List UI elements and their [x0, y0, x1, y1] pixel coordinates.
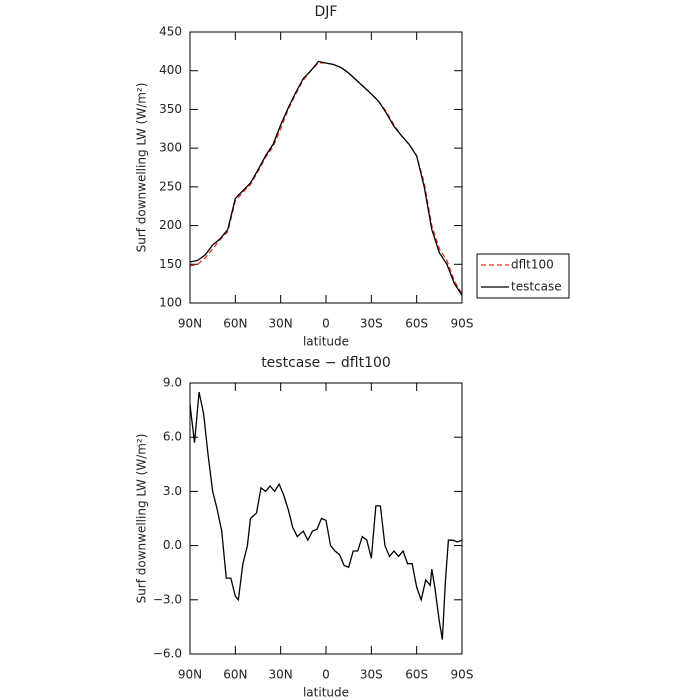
x-tick-label: 0: [322, 317, 330, 331]
y-axis-label: Surf downwelling LW (W/m²): [135, 83, 149, 253]
y-tick-label: 250: [159, 179, 182, 193]
x-tick-label: 60S: [405, 668, 428, 682]
x-tick-label: 90N: [178, 317, 202, 331]
legend-label: dflt100: [511, 258, 554, 272]
x-tick-label: 0: [322, 668, 330, 682]
chart-title: testcase − dflt100: [261, 355, 391, 371]
legend-label: testcase: [511, 280, 562, 294]
x-tick-label: 90S: [451, 317, 474, 331]
y-tick-label: 6.0: [163, 430, 182, 444]
plot-frame: [189, 382, 463, 655]
y-axis-label: Surf downwelling LW (W/m²): [135, 434, 149, 604]
x-tick-label: 90S: [451, 668, 474, 682]
y-tick-label: 150: [159, 257, 182, 271]
y-tick-label: 3.0: [163, 484, 182, 498]
line-series: [189, 391, 463, 640]
line-series: [189, 60, 463, 296]
y-tick-label: 100: [159, 296, 182, 310]
line-series: [189, 62, 463, 295]
y-tick-label: 350: [159, 102, 182, 116]
x-tick-label: 30N: [269, 668, 293, 682]
x-tick-label: 60N: [223, 668, 247, 682]
chart-title: DJF: [315, 4, 338, 20]
y-tick-label: 300: [159, 141, 182, 155]
x-tick-label: 60N: [223, 317, 247, 331]
x-axis-label: latitude: [303, 335, 349, 349]
y-tick-label: 9.0: [163, 376, 182, 390]
x-tick-label: 60S: [405, 317, 428, 331]
y-tick-label: 0.0: [163, 538, 182, 552]
x-tick-label: 30N: [269, 317, 293, 331]
y-tick-label: 400: [159, 63, 182, 77]
legend-box: [476, 253, 570, 299]
x-axis-label: latitude: [303, 686, 349, 700]
x-tick-label: 90N: [178, 668, 202, 682]
y-tick-label: 200: [159, 218, 182, 232]
y-tick-label: 450: [159, 25, 182, 39]
y-tick-label: −3.0: [153, 592, 182, 606]
plot-frame: [189, 31, 463, 304]
x-tick-label: 30S: [360, 668, 383, 682]
x-tick-label: 30S: [360, 317, 383, 331]
y-tick-label: −6.0: [153, 647, 182, 661]
